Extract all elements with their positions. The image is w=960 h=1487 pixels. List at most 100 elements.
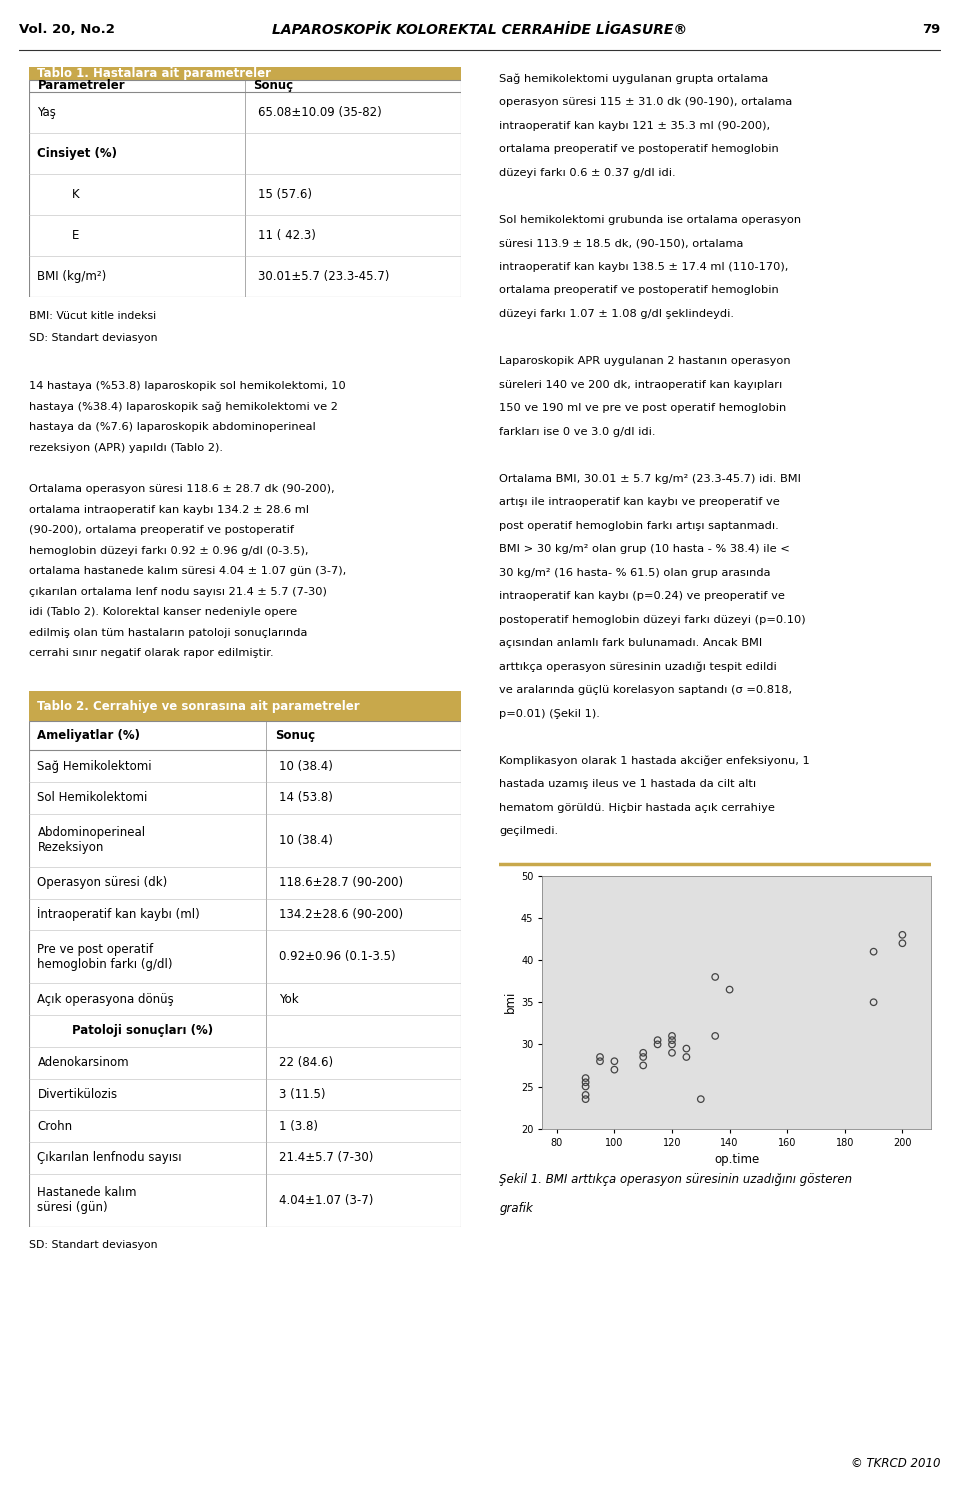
Text: idi (Tablo 2). Kolorektal kanser nedeniyle opere: idi (Tablo 2). Kolorektal kanser nedeniy…: [29, 607, 297, 617]
Text: 30 kg/m² (16 hasta- % 61.5) olan grup arasında: 30 kg/m² (16 hasta- % 61.5) olan grup ar…: [499, 568, 771, 578]
Point: [722, 978, 737, 1002]
Point: [866, 990, 881, 1014]
Text: ortalama preoperatif ve postoperatif hemoglobin: ortalama preoperatif ve postoperatif hem…: [499, 144, 779, 155]
Point: [679, 1045, 694, 1069]
Text: 10 (38.4): 10 (38.4): [279, 834, 333, 846]
Point: [664, 1025, 680, 1048]
Text: Adenokarsinom: Adenokarsinom: [37, 1056, 129, 1069]
Point: [708, 1025, 723, 1048]
Y-axis label: bmi: bmi: [504, 990, 516, 1014]
Text: Laparoskopik APR uygulanan 2 hastanın operasyon: Laparoskopik APR uygulanan 2 hastanın op…: [499, 355, 791, 366]
Point: [664, 1041, 680, 1065]
Text: Ameliyatlar (%): Ameliyatlar (%): [37, 729, 140, 742]
Text: 150 ve 190 ml ve pre ve post operatif hemoglobin: 150 ve 190 ml ve pre ve post operatif he…: [499, 403, 786, 413]
Text: Operasyon süresi (dk): Operasyon süresi (dk): [37, 876, 168, 889]
Text: 11 ( 42.3): 11 ( 42.3): [257, 229, 316, 242]
Bar: [29, 67, 461, 80]
Text: 1 (3.8): 1 (3.8): [279, 1120, 319, 1133]
Text: süresi 113.9 ± 18.5 dk, (90-150), ortalama: süresi 113.9 ± 18.5 dk, (90-150), ortala…: [499, 238, 744, 248]
Text: 14 hastaya (%53.8) laparoskopik sol hemikolektomi, 10: 14 hastaya (%53.8) laparoskopik sol hemi…: [29, 382, 346, 391]
Point: [578, 1071, 593, 1094]
Text: hastada uzamış ileus ve 1 hastada da cilt altı: hastada uzamış ileus ve 1 hastada da cil…: [499, 779, 756, 790]
Text: hemoglobin düzeyi farkı 0.92 ± 0.96 g/dl (0-3.5),: hemoglobin düzeyi farkı 0.92 ± 0.96 g/dl…: [29, 546, 308, 556]
Text: 118.6±28.7 (90-200): 118.6±28.7 (90-200): [279, 876, 403, 889]
Point: [895, 923, 910, 947]
Text: Sol hemikolektomi grubunda ise ortalama operasyon: Sol hemikolektomi grubunda ise ortalama …: [499, 214, 802, 225]
Text: intraoperatif kan kaybı (p=0.24) ve preoperatif ve: intraoperatif kan kaybı (p=0.24) ve preo…: [499, 592, 785, 601]
Text: Pre ve post operatif
hemoglobin farkı (g/dl): Pre ve post operatif hemoglobin farkı (g…: [37, 943, 173, 971]
Text: grafik: grafik: [499, 1201, 533, 1215]
Point: [664, 1029, 680, 1053]
Point: [592, 1050, 608, 1074]
Text: ortalama hastanede kalım süresi 4.04 ± 1.07 gün (3-7),: ortalama hastanede kalım süresi 4.04 ± 1…: [29, 567, 346, 575]
Point: [866, 940, 881, 964]
Point: [607, 1057, 622, 1081]
Text: ve aralarında güçlü korelasyon saptandı (σ =0.818,: ve aralarında güçlü korelasyon saptandı …: [499, 686, 792, 696]
Text: BMI (kg/m²): BMI (kg/m²): [37, 271, 107, 284]
Text: hematom görüldü. Hiçbir hastada açık cerrahiye: hematom görüldü. Hiçbir hastada açık cer…: [499, 803, 775, 813]
Text: (90-200), ortalama preoperatif ve postoperatif: (90-200), ortalama preoperatif ve postop…: [29, 525, 294, 535]
Point: [650, 1032, 665, 1056]
Text: geçilmedi.: geçilmedi.: [499, 827, 559, 837]
Text: Cinsiyet (%): Cinsiyet (%): [37, 147, 117, 161]
X-axis label: op.time: op.time: [714, 1154, 759, 1166]
Point: [636, 1045, 651, 1069]
Text: Crohn: Crohn: [37, 1120, 73, 1133]
Text: Vol. 20, No.2: Vol. 20, No.2: [19, 22, 115, 36]
Text: post operatif hemoglobin farkı artışı saptanmadı.: post operatif hemoglobin farkı artışı sa…: [499, 520, 779, 531]
Text: operasyon süresi 115 ± 31.0 dk (90-190), ortalama: operasyon süresi 115 ± 31.0 dk (90-190),…: [499, 97, 792, 107]
Text: 79: 79: [923, 22, 941, 36]
Text: 22 (84.6): 22 (84.6): [279, 1056, 333, 1069]
Text: BMI: Vücut kitle indeksi: BMI: Vücut kitle indeksi: [29, 311, 156, 321]
Text: edilmiş olan tüm hastaların patoloji sonuçlarında: edilmiş olan tüm hastaların patoloji son…: [29, 628, 307, 638]
Text: 4.04±1.07 (3-7): 4.04±1.07 (3-7): [279, 1194, 373, 1207]
Text: Sonuç: Sonuç: [275, 729, 315, 742]
Point: [592, 1045, 608, 1069]
Text: artışı ile intraoperatif kan kaybı ve preoperatif ve: artışı ile intraoperatif kan kaybı ve pr…: [499, 497, 780, 507]
Bar: [29, 691, 461, 721]
Text: Sağ Hemikolektomi: Sağ Hemikolektomi: [37, 760, 152, 773]
Text: E: E: [72, 229, 80, 242]
Point: [578, 1066, 593, 1090]
Point: [578, 1083, 593, 1106]
Text: p=0.01) (Şekil 1).: p=0.01) (Şekil 1).: [499, 709, 600, 718]
Point: [636, 1054, 651, 1078]
Text: hastaya da (%7.6) laparoskopik abdominoperineal: hastaya da (%7.6) laparoskopik abdominop…: [29, 422, 316, 433]
Text: Patoloji sonuçları (%): Patoloji sonuçları (%): [72, 1025, 213, 1038]
Point: [578, 1087, 593, 1111]
Point: [578, 1075, 593, 1099]
Point: [679, 1036, 694, 1060]
Text: Ortalama operasyon süresi 118.6 ± 28.7 dk (90-200),: Ortalama operasyon süresi 118.6 ± 28.7 d…: [29, 483, 334, 494]
Text: süreleri 140 ve 200 dk, intraoperatif kan kayıpları: süreleri 140 ve 200 dk, intraoperatif ka…: [499, 379, 782, 390]
Text: BMI > 30 kg/m² olan grup (10 hasta - % 38.4) ile <: BMI > 30 kg/m² olan grup (10 hasta - % 3…: [499, 544, 790, 555]
Text: © TKRCD 2010: © TKRCD 2010: [852, 1457, 941, 1469]
Text: Hastanede kalım
süresi (gün): Hastanede kalım süresi (gün): [37, 1187, 137, 1215]
Text: Yaş: Yaş: [37, 106, 57, 119]
Point: [607, 1050, 622, 1074]
Text: farkları ise 0 ve 3.0 g/dl idi.: farkları ise 0 ve 3.0 g/dl idi.: [499, 427, 656, 437]
Point: [708, 965, 723, 989]
Text: SD: Standart deviasyon: SD: Standart deviasyon: [29, 333, 157, 343]
Text: intraoperatif kan kaybı 121 ± 35.3 ml (90-200),: intraoperatif kan kaybı 121 ± 35.3 ml (9…: [499, 120, 770, 131]
Text: ortalama preoperatif ve postoperatif hemoglobin: ortalama preoperatif ve postoperatif hem…: [499, 286, 779, 296]
Text: postoperatif hemoglobin düzeyi farkı düzeyi (p=0.10): postoperatif hemoglobin düzeyi farkı düz…: [499, 614, 805, 625]
Text: ortalama intraoperatif kan kaybı 134.2 ± 28.6 ml: ortalama intraoperatif kan kaybı 134.2 ±…: [29, 504, 309, 515]
Text: 3 (11.5): 3 (11.5): [279, 1088, 325, 1100]
Text: Açık operasyona dönüş: Açık operasyona dönüş: [37, 993, 174, 1005]
Text: 15 (57.6): 15 (57.6): [257, 189, 312, 201]
Text: İntraoperatif kan kaybı (ml): İntraoperatif kan kaybı (ml): [37, 907, 201, 922]
Text: hastaya (%38.4) laparoskopik sağ hemikolektomi ve 2: hastaya (%38.4) laparoskopik sağ hemikol…: [29, 401, 338, 412]
Text: arttıkça operasyon süresinin uzadığı tespit edildi: arttıkça operasyon süresinin uzadığı tes…: [499, 662, 777, 672]
Text: 10 (38.4): 10 (38.4): [279, 760, 333, 773]
Text: LAPAROSKOPİK KOLOREKTAL CERRAHİDE LİGASURE®: LAPAROSKOPİK KOLOREKTAL CERRAHİDE LİGASU…: [273, 22, 687, 37]
Point: [664, 1032, 680, 1056]
Text: 65.08±10.09 (35-82): 65.08±10.09 (35-82): [257, 106, 381, 119]
Point: [650, 1029, 665, 1053]
Text: Abdominoperineal
Rezeksiyon: Abdominoperineal Rezeksiyon: [37, 827, 146, 855]
Text: Tablo 1. Hastalara ait parametreler: Tablo 1. Hastalara ait parametreler: [37, 67, 272, 80]
Text: Sol Hemikolektomi: Sol Hemikolektomi: [37, 791, 148, 804]
Text: rezeksiyon (APR) yapıldı (Tablo 2).: rezeksiyon (APR) yapıldı (Tablo 2).: [29, 443, 223, 454]
Text: Ortalama BMI, 30.01 ± 5.7 kg/m² (23.3-45.7) idi. BMI: Ortalama BMI, 30.01 ± 5.7 kg/m² (23.3-45…: [499, 474, 802, 483]
Text: açısından anlamlı fark bulunamadı. Ancak BMI: açısından anlamlı fark bulunamadı. Ancak…: [499, 638, 762, 648]
Text: 30.01±5.7 (23.3-45.7): 30.01±5.7 (23.3-45.7): [257, 271, 389, 284]
